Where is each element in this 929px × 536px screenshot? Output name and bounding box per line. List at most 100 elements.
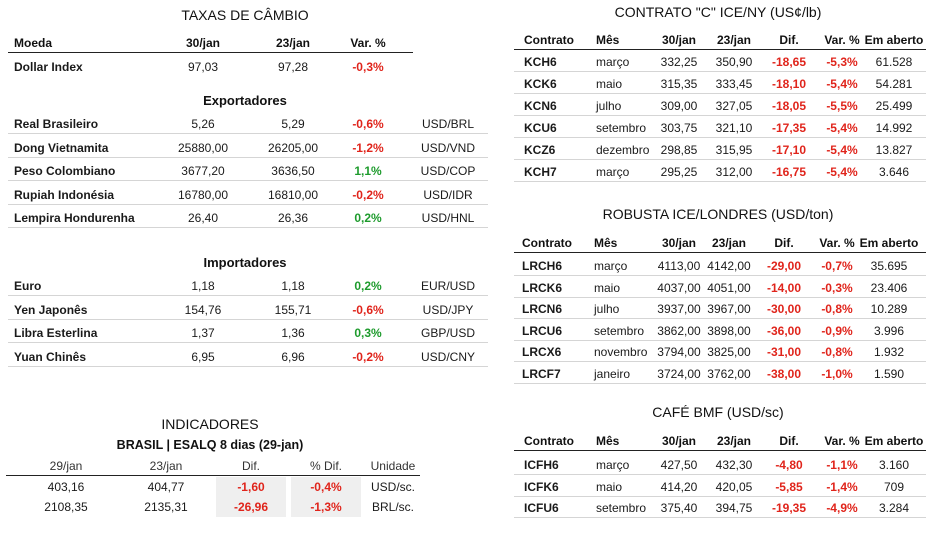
- futures-d1: 414,20: [660, 479, 698, 494]
- d2-header: 23/jan: [711, 236, 747, 250]
- indicador-d2: 404,77: [147, 480, 185, 494]
- robusta-title: ROBUSTA ICE/LONDRES (USD/ton): [602, 206, 834, 222]
- futures-dif: -17,10: [771, 143, 807, 157]
- futures-row: KCU6 setembro 303,75 321,10 -17,35 -5,4% 14.99…: [514, 118, 926, 138]
- currency-d2: 26205,00: [267, 140, 319, 155]
- futures-mes: julho: [596, 99, 622, 113]
- futures-d2: 394,75: [715, 501, 753, 515]
- futures-var: -0,8%: [821, 302, 853, 316]
- d2-header: 23/jan: [716, 33, 752, 47]
- futures-mes: julho: [594, 302, 620, 316]
- futures-row: LRCH6 março 4113,00 4142,00 -29,00 -0,7% 35.69…: [514, 256, 926, 276]
- currency-row: Peso Colombiano 3677,20 3636,50 1,1% USD/COP: [8, 161, 488, 181]
- date2-header: 23/jan: [275, 36, 311, 50]
- d1-header: 30/jan: [661, 33, 697, 47]
- currency-pair: USD/CNY: [420, 349, 475, 364]
- futures-d2: 420,05: [715, 479, 753, 494]
- futures-d1: 315,35: [660, 77, 698, 91]
- currency-var: -0,6%: [352, 117, 384, 131]
- currency-var: 0,3%: [354, 326, 382, 340]
- currency-d1: 1,18: [191, 279, 215, 293]
- futures-d1: 427,50: [660, 458, 698, 472]
- futures-contrato: KCN6: [524, 99, 557, 113]
- futures-contrato: LRCN6: [522, 302, 563, 316]
- d1-header: 30/jan: [661, 434, 697, 448]
- futures-aberto: 709: [883, 479, 905, 494]
- futures-contrato: KCZ6: [524, 143, 556, 157]
- futures-dif: -30,00: [766, 302, 802, 316]
- futures-contrato: LRCK6: [522, 280, 563, 295]
- moeda-header: Moeda: [14, 36, 53, 50]
- aberto-header: Em aberto: [859, 236, 919, 250]
- futures-aberto: 14.992: [875, 121, 913, 135]
- robusta-panel: ROBUSTA ICE/LONDRES (USD/ton) Contrato Mê…: [508, 202, 929, 392]
- futures-aberto: 3.996: [873, 323, 905, 338]
- currency-var: 0,2%: [354, 211, 382, 225]
- futures-d1: 295,25: [660, 165, 698, 179]
- futures-contrato: ICFH6: [524, 458, 559, 472]
- futures-mes: setembro: [596, 501, 647, 515]
- currency-name: Euro: [14, 279, 42, 293]
- currency-row: Real Brasileiro 5,26 5,29 -0,6% USD/BRL: [8, 114, 488, 134]
- indicador-row: 2108,35 2135,31 -26,96 -1,3% BRL/sc.: [6, 497, 420, 517]
- futures-mes: março: [596, 55, 630, 69]
- mes-header: Mês: [596, 434, 620, 448]
- futures-dif: -16,75: [771, 165, 807, 179]
- mes-header: Mês: [596, 33, 620, 47]
- futures-mes: março: [596, 458, 630, 472]
- futures-row: KCH6 março 332,25 350,90 -18,65 -5,3% 61.528: [514, 52, 926, 72]
- futures-var: -0,9%: [821, 323, 853, 338]
- futures-row: KCH7 março 295,25 312,00 -16,75 -5,4% 3.646: [514, 162, 926, 182]
- currency-d2: 1,18: [281, 279, 305, 293]
- currency-d1: 154,76: [184, 302, 222, 317]
- futures-header-row: Contrato Mês 30/jan 23/jan Dif. Var. % Em aber…: [514, 431, 926, 451]
- currency-name: Libra Esterlina: [14, 326, 98, 340]
- indicador-unidade: USD/sc.: [370, 480, 415, 494]
- futures-d2: 327,05: [715, 99, 753, 113]
- exportadores-title: Exportadores: [203, 93, 287, 108]
- taxas-de-cambio-panel: TAXAS DE CÂMBIO Moeda 30/jan 23/jan Var.…: [0, 0, 490, 380]
- futures-d1: 4037,00: [657, 280, 701, 295]
- futures-row: KCN6 julho 309,00 327,05 -18,05 -5,5% 25.499: [514, 96, 926, 116]
- futures-dif: -38,00: [766, 366, 802, 381]
- futures-dif: -17,35: [771, 121, 807, 135]
- indicador-d1: 403,16: [47, 480, 85, 494]
- futures-d2: 315,95: [715, 143, 753, 157]
- currency-name: Yen Japonês: [14, 302, 88, 317]
- taxas-header-row: Moeda 30/jan 23/jan Var. %: [8, 33, 413, 53]
- futures-d1: 3862,00: [657, 323, 701, 338]
- currency-row: Rupiah Indonésia 16780,00 16810,00 -0,2% USD…: [8, 185, 488, 205]
- futures-var: -0,8%: [821, 345, 853, 359]
- futures-contrato: ICFK6: [524, 479, 559, 494]
- aberto-header: Em aberto: [864, 33, 924, 47]
- futures-row: ICFU6 setembro 375,40 394,75 -19,35 -4,9% 3.28…: [514, 498, 926, 518]
- futures-row: LRCX6 novembro 3794,00 3825,00 -31,00 -0,8% 1.…: [514, 342, 926, 362]
- futures-d1: 332,25: [660, 55, 698, 69]
- currency-name: Real Brasileiro: [14, 117, 99, 131]
- indicador-dif: -1,60: [216, 477, 286, 497]
- futures-var: -5,4%: [826, 143, 858, 157]
- currency-d1: 26,40: [187, 211, 219, 225]
- futures-var: -5,3%: [826, 55, 858, 69]
- mes-header: Mês: [594, 236, 618, 250]
- futures-contrato: KCU6: [524, 121, 557, 135]
- row-d1: 97,03: [187, 60, 219, 74]
- futures-contrato: KCH7: [524, 165, 557, 179]
- futures-dif: -36,00: [766, 323, 802, 338]
- futures-d2: 350,90: [715, 55, 753, 69]
- futures-var: -0,3%: [821, 280, 853, 295]
- futures-row: LRCF7 janeiro 3724,00 3762,00 -38,00 -1,0% 1.5…: [514, 364, 926, 384]
- currency-d2: 3636,50: [271, 164, 315, 178]
- importadores-title: Importadores: [203, 255, 287, 270]
- currency-row: Euro 1,18 1,18 0,2% EUR/USD: [8, 276, 488, 296]
- currency-d1: 1,37: [191, 326, 215, 340]
- futures-d2: 3898,00: [707, 323, 751, 338]
- currency-d2: 16810,00: [267, 187, 319, 202]
- var-header: Var. %: [350, 36, 386, 50]
- futures-row: KCZ6 dezembro 298,85 315,95 -17,10 -5,4% 13.82…: [514, 140, 926, 160]
- currency-d2: 6,96: [281, 349, 305, 364]
- futures-d2: 4142,00: [707, 259, 751, 273]
- futures-row: ICFK6 maio 414,20 420,05 -5,85 -1,4% 709: [514, 477, 926, 497]
- currency-row: Yen Japonês 154,76 155,71 -0,6% USD/JPY: [8, 300, 488, 320]
- futures-dif: -31,00: [766, 345, 802, 359]
